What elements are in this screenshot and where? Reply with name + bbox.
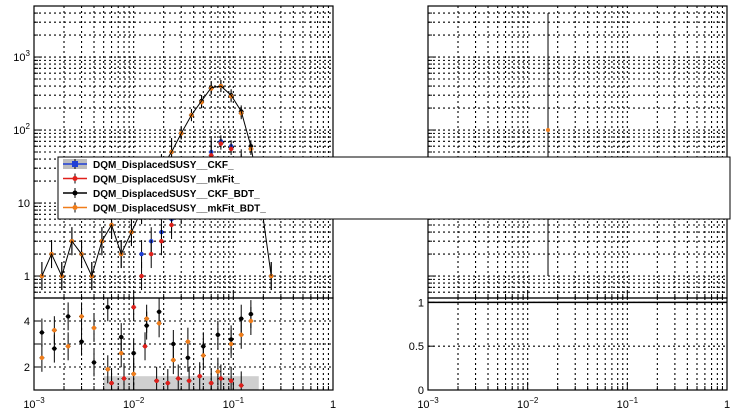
data-point [209, 153, 214, 158]
data-point [248, 318, 254, 324]
legend-entry: DQM_DisplacedSUSY__mkFit_ [63, 173, 240, 186]
legend-label: DQM_DisplacedSUSY__mkFit_BDT_ [93, 204, 266, 215]
y-tick-label: 10 [18, 198, 30, 210]
data-point [201, 353, 206, 358]
right-bottom-ratio-panel: 0 0.5 1 10−3 10−2 10−1 1 [409, 297, 730, 411]
plot-frame [427, 5, 728, 299]
data-point [218, 141, 224, 146]
x-tick-label: 10−1 [223, 396, 245, 411]
x-tick-label: 10−2 [123, 396, 145, 411]
y-tick-label: 103 [13, 49, 30, 64]
data-point [218, 376, 224, 381]
y-tick-label: 102 [13, 122, 30, 137]
data-point [156, 321, 162, 326]
data-point [91, 360, 97, 365]
data-point [131, 371, 136, 377]
x-tick-label: 10−3 [23, 396, 45, 411]
data-point [149, 251, 154, 257]
data-point [176, 376, 181, 381]
data-point [142, 344, 148, 349]
y-tick-label: 0 [418, 385, 424, 397]
ratio-series-DQM_DisplacedSUSY__mkFit_BDT_ [39, 302, 254, 388]
legend-label: DQM_DisplacedSUSY__mkFit_ [93, 175, 240, 186]
data-point [171, 357, 176, 363]
data-point [105, 367, 110, 372]
legend-entry: DQM_DisplacedSUSY__CKF_ [63, 159, 234, 171]
data-point [239, 316, 244, 321]
data-point [109, 380, 114, 386]
y-tick-label: 1 [418, 297, 424, 309]
legend-marker [72, 161, 78, 167]
plot-frame [33, 297, 334, 391]
legend-marker [72, 176, 78, 181]
left-top-panel: 1 10 102 103 [13, 5, 334, 299]
legend-marker [72, 205, 78, 210]
data-point [39, 355, 45, 360]
data-point [185, 355, 191, 360]
data-point [171, 341, 176, 347]
data-point [65, 344, 71, 349]
plot-frame [33, 5, 334, 299]
plot-frame [427, 297, 728, 391]
data-point [159, 238, 164, 244]
data-point [215, 332, 221, 337]
data-point [239, 332, 244, 337]
x-tick-label: 10−3 [417, 396, 439, 411]
data-point [121, 376, 127, 381]
data-point [546, 128, 551, 133]
legend-label: DQM_DisplacedSUSY__CKF_BDT_ [93, 189, 260, 200]
data-point [119, 334, 124, 340]
x-tick-label: 10−1 [617, 396, 639, 411]
legend-marker [72, 190, 78, 196]
legend-label: DQM_DisplacedSUSY__CKF_ [93, 160, 234, 171]
data-point [139, 273, 144, 279]
data-point [79, 339, 84, 344]
data-point [165, 380, 170, 386]
right-top-panel [427, 5, 728, 299]
x-tick-label: 1 [330, 399, 336, 411]
data-point [228, 378, 234, 383]
data-point [79, 314, 84, 319]
data-point [186, 378, 192, 383]
data-point [65, 314, 71, 319]
y-tick-label: 0.5 [409, 341, 424, 353]
data-point [197, 374, 202, 379]
ratio-series-DQM_DisplacedSUSY__mkFit_ [109, 298, 244, 390]
data-point [52, 328, 57, 333]
left-bottom-ratio-panel: 2 4 10−3 10−2 10−1 1 [23, 297, 336, 411]
x-tick-label: 10−2 [517, 396, 539, 411]
data-point [119, 351, 124, 356]
data-point [169, 222, 174, 228]
data-point [239, 383, 244, 388]
data-point [228, 146, 234, 152]
y-tick-label: 4 [24, 316, 30, 328]
data-point [215, 369, 221, 374]
legend: DQM_DisplacedSUSY__CKF_ DQM_DisplacedSUSY… [57, 156, 731, 220]
data-point [131, 305, 136, 310]
data-point [105, 305, 110, 310]
data-point [52, 346, 57, 351]
data-point [139, 251, 144, 257]
data-point [185, 339, 191, 344]
data-point [91, 325, 97, 331]
y-tick-label: 1 [24, 271, 30, 283]
data-point [228, 341, 234, 347]
legend-entry: DQM_DisplacedSUSY__CKF_BDT_ [63, 188, 260, 200]
data-point [39, 330, 45, 335]
x-tick-label: 1 [724, 399, 730, 411]
legend-entry: DQM_DisplacedSUSY__mkFit_BDT_ [63, 202, 266, 215]
data-point [209, 380, 214, 386]
data-point [154, 378, 159, 383]
legend-box [57, 156, 731, 220]
data-point [131, 351, 136, 356]
y-tick-label: 2 [24, 362, 30, 374]
data-point [144, 316, 149, 321]
